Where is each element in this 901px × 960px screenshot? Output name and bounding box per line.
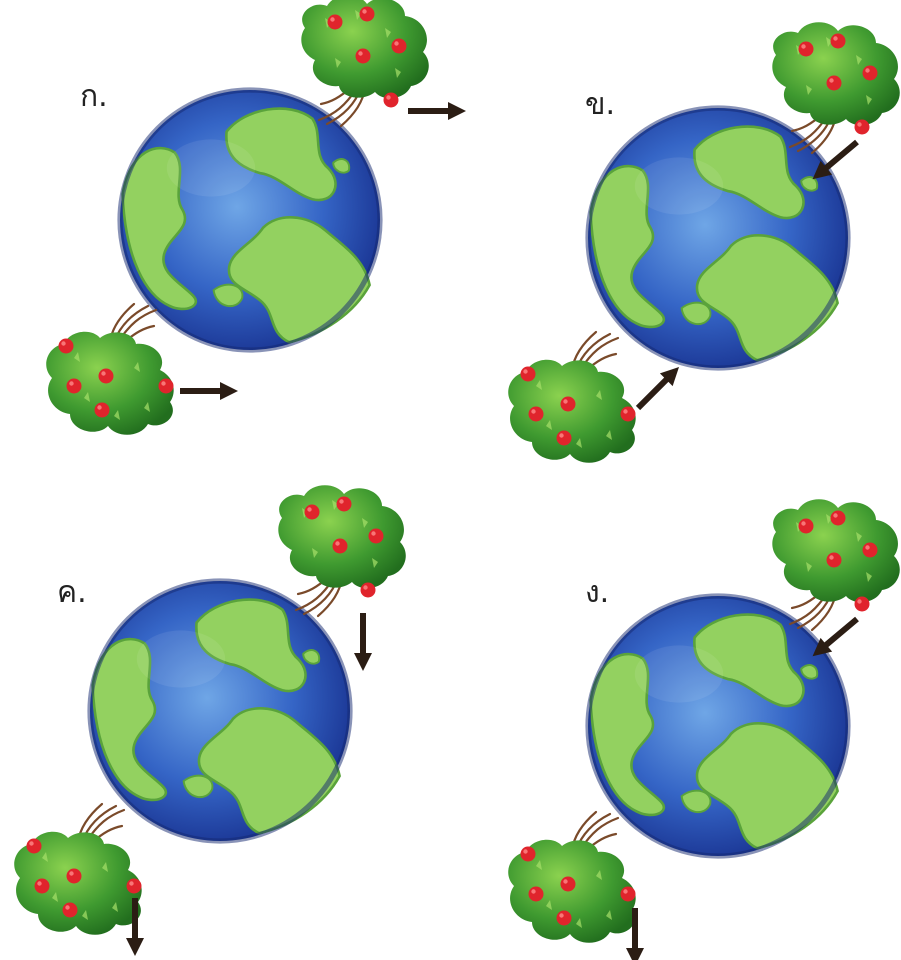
apple-tree-icon — [508, 332, 635, 463]
earth-gravity-scene — [0, 0, 466, 440]
option-c-panel: ค. — [0, 470, 470, 960]
option-b-panel: ข. — [470, 0, 901, 470]
arrow-icon — [354, 613, 372, 671]
apple-tree-icon — [508, 812, 635, 943]
apple-tree-icon — [301, 0, 428, 126]
option-label: ง. — [585, 575, 610, 610]
earth-gravity-scene — [470, 470, 901, 960]
apple-tree-icon — [772, 499, 899, 630]
apple-tree-icon — [278, 485, 405, 616]
earth-globe-icon — [120, 90, 380, 350]
apple-tree-icon — [14, 804, 141, 935]
earth-globe-icon — [588, 596, 848, 856]
earth-gravity-scene — [470, 0, 901, 470]
option-label: ค. — [57, 575, 87, 610]
option-label: ข. — [585, 87, 616, 122]
option-a-panel: ก. — [0, 0, 470, 440]
earth-gravity-scene — [0, 470, 470, 956]
earth-globe-icon — [588, 108, 848, 368]
arrow-icon — [408, 102, 466, 120]
arrow-icon — [180, 382, 238, 400]
option-d-panel: ง. — [470, 470, 901, 960]
option-label: ก. — [80, 79, 108, 114]
arrow-icon — [631, 360, 686, 415]
apple-tree-icon — [46, 304, 173, 435]
earth-globe-icon — [90, 581, 350, 841]
